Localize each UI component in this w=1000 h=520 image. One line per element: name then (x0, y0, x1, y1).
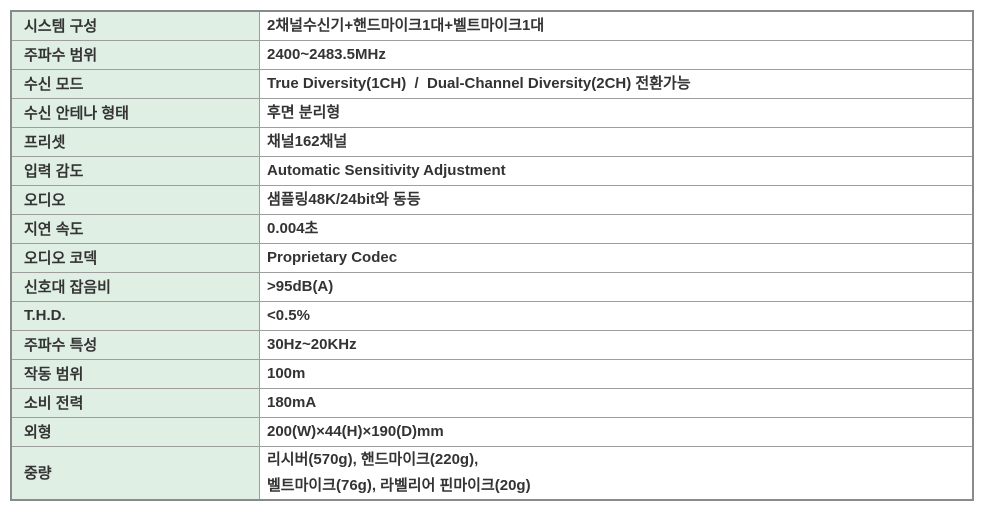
spec-value: 리시버(570g), 핸드마이크(220g), 벨트마이크(76g), 라벨리어… (259, 445, 974, 501)
table-row: 수신 모드 True Diversity(1CH) / Dual-Channel … (10, 68, 974, 99)
spec-value: Automatic Sensitivity Adjustment (259, 155, 974, 186)
spec-value: 30Hz~20KHz (259, 329, 974, 360)
table-row: 지연 속도 0.004초 (10, 213, 974, 244)
spec-value: 180mA (259, 387, 974, 418)
spec-label: 수신 모드 (10, 68, 260, 99)
spec-value: 100m (259, 358, 974, 389)
spec-label: 외형 (10, 416, 260, 447)
spec-value: 2채널수신기+핸드마이크1대+벨트마이크1대 (259, 10, 974, 41)
spec-value: 200(W)×44(H)×190(D)mm (259, 416, 974, 447)
spec-label: 입력 감도 (10, 155, 260, 186)
table-row: 시스템 구성 2채널수신기+핸드마이크1대+벨트마이크1대 (10, 10, 974, 41)
spec-label: T.H.D. (10, 300, 260, 331)
spec-value: 2400~2483.5MHz (259, 39, 974, 70)
spec-label: 시스템 구성 (10, 10, 260, 41)
spec-value: 샘플링48K/24bit와 동등 (259, 184, 974, 215)
spec-label: 오디오 (10, 184, 260, 215)
table-row: 신호대 잡음비 >95dB(A) (10, 271, 974, 302)
spec-label: 중량 (10, 445, 260, 501)
table-row: 오디오 샘플링48K/24bit와 동등 (10, 184, 974, 215)
table-row: 중량 리시버(570g), 핸드마이크(220g), 벨트마이크(76g), 라벨… (10, 445, 974, 501)
spec-label: 수신 안테나 형태 (10, 97, 260, 128)
spec-value: <0.5% (259, 300, 974, 331)
spec-value: 후면 분리형 (259, 97, 974, 128)
table-row: 입력 감도 Automatic Sensitivity Adjustment (10, 155, 974, 186)
spec-label: 작동 범위 (10, 358, 260, 389)
spec-label: 주파수 특성 (10, 329, 260, 360)
spec-sheet: 시스템 구성 2채널수신기+핸드마이크1대+벨트마이크1대 주파수 범위 2400~2… (10, 10, 974, 501)
spec-value: >95dB(A) (259, 271, 974, 302)
table-row: 주파수 범위 2400~2483.5MHz (10, 39, 974, 70)
spec-table: 시스템 구성 2채널수신기+핸드마이크1대+벨트마이크1대 주파수 범위 2400~2… (10, 10, 974, 501)
table-row: 외형 200(W)×44(H)×190(D)mm (10, 416, 974, 447)
table-row: 수신 안테나 형태 후면 분리형 (10, 97, 974, 128)
spec-value: 0.004초 (259, 213, 974, 244)
spec-table-body: 시스템 구성 2채널수신기+핸드마이크1대+벨트마이크1대 주파수 범위 2400~2… (10, 10, 974, 501)
spec-label: 소비 전력 (10, 387, 260, 418)
table-row: T.H.D. <0.5% (10, 300, 974, 331)
table-row: 소비 전력 180mA (10, 387, 974, 418)
table-row: 오디오 코덱 Proprietary Codec (10, 242, 974, 273)
spec-value: 채널162채널 (259, 126, 974, 157)
spec-value: True Diversity(1CH) / Dual-Channel Diver… (259, 68, 974, 99)
spec-label: 신호대 잡음비 (10, 271, 260, 302)
spec-value: Proprietary Codec (259, 242, 974, 273)
spec-label: 오디오 코덱 (10, 242, 260, 273)
spec-label: 주파수 범위 (10, 39, 260, 70)
table-row: 주파수 특성 30Hz~20KHz (10, 329, 974, 360)
spec-label: 지연 속도 (10, 213, 260, 244)
table-row: 작동 범위 100m (10, 358, 974, 389)
table-row: 프리셋 채널162채널 (10, 126, 974, 157)
spec-label: 프리셋 (10, 126, 260, 157)
